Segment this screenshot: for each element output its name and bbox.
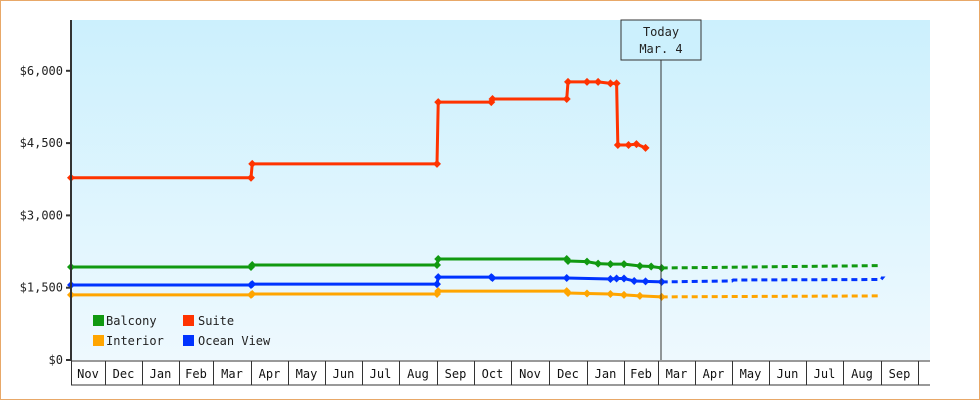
legend-swatch-suite bbox=[183, 315, 194, 326]
x-tick-label: Apr bbox=[259, 367, 281, 381]
data-point-marker[interactable] bbox=[606, 289, 615, 298]
x-tick-label: Mar bbox=[666, 367, 688, 381]
legend-label-suite: Suite bbox=[198, 314, 234, 328]
data-point-marker[interactable] bbox=[624, 141, 633, 150]
data-point-marker[interactable] bbox=[630, 276, 639, 285]
series-interior bbox=[67, 287, 882, 301]
x-tick-label: Dec bbox=[113, 367, 135, 381]
x-tick-label: Apr bbox=[703, 367, 725, 381]
x-tick-label: Jan bbox=[595, 367, 617, 381]
y-tick-label: $3,000 bbox=[20, 208, 63, 222]
data-point-marker[interactable] bbox=[613, 141, 622, 150]
data-point-marker[interactable] bbox=[248, 159, 257, 168]
forecast-line bbox=[661, 276, 886, 284]
today-annotation: Today Mar. 4 bbox=[620, 19, 702, 61]
x-tick-label: Jul bbox=[814, 367, 836, 381]
legend-label-balcony: Balcony bbox=[106, 314, 157, 328]
data-point-marker[interactable] bbox=[434, 98, 443, 107]
data-point-marker[interactable] bbox=[635, 262, 644, 271]
data-point-marker[interactable] bbox=[647, 262, 656, 271]
data-point-marker[interactable] bbox=[434, 287, 443, 296]
data-point-marker[interactable] bbox=[564, 77, 572, 86]
data-point-marker[interactable] bbox=[433, 261, 441, 270]
x-tick-label: May bbox=[740, 367, 762, 381]
series-balcony bbox=[67, 255, 882, 272]
data-point-marker[interactable] bbox=[248, 261, 257, 270]
data-point-marker[interactable] bbox=[434, 255, 443, 264]
legend-swatch-balcony bbox=[93, 315, 104, 326]
x-axis-months: Nov Dec Jan Feb Mar Apr May Jun Jul Aug Sep Oct Nov D… bbox=[71, 360, 930, 386]
x-tick-label: Nov bbox=[77, 367, 99, 381]
data-point-marker[interactable] bbox=[641, 277, 650, 286]
data-point-marker[interactable] bbox=[606, 79, 615, 88]
legend-label-ocean-view: Ocean View bbox=[198, 334, 271, 348]
series-layer bbox=[67, 77, 886, 301]
data-point-marker[interactable] bbox=[583, 257, 591, 266]
data-point-marker[interactable] bbox=[564, 256, 572, 265]
x-tick-label: Aug bbox=[407, 367, 429, 381]
series-suite bbox=[67, 77, 650, 182]
data-point-marker[interactable] bbox=[248, 289, 257, 298]
x-tick-label: May bbox=[296, 367, 318, 381]
data-point-marker[interactable] bbox=[620, 260, 628, 269]
today-date: Mar. 4 bbox=[639, 42, 682, 56]
data-point-marker[interactable] bbox=[434, 273, 443, 282]
x-tick-label: Sep bbox=[445, 367, 467, 381]
x-tick-label: Mar bbox=[221, 367, 243, 381]
forecast-line bbox=[661, 294, 882, 299]
y-tick-label: $1,500 bbox=[20, 281, 63, 295]
x-tick-label: Nov bbox=[519, 367, 541, 381]
data-point-marker[interactable] bbox=[488, 94, 497, 103]
data-point-marker[interactable] bbox=[433, 159, 441, 168]
data-point-marker[interactable] bbox=[583, 289, 591, 298]
data-point-marker[interactable] bbox=[247, 173, 255, 182]
data-point-marker[interactable] bbox=[488, 274, 497, 283]
data-point-marker[interactable] bbox=[562, 94, 571, 103]
y-tick-label: $0 bbox=[49, 353, 63, 367]
plot-area bbox=[72, 20, 930, 360]
x-tick-label: Jun bbox=[333, 367, 355, 381]
data-point-marker[interactable] bbox=[564, 289, 572, 298]
y-tick-label: $6,000 bbox=[20, 64, 63, 78]
y-axis-ticks: $0 $1,500 $3,000 $4,500 $6,000 bbox=[20, 64, 71, 367]
y-tick-label: $4,500 bbox=[20, 136, 63, 150]
legend-swatch-interior bbox=[93, 335, 104, 346]
data-point-marker[interactable] bbox=[562, 274, 571, 283]
data-point-marker[interactable] bbox=[248, 280, 257, 289]
data-point-marker[interactable] bbox=[594, 259, 603, 268]
x-tick-label: Sep bbox=[889, 367, 911, 381]
data-point-marker[interactable] bbox=[612, 274, 621, 283]
legend: Balcony Suite Interior Ocean View bbox=[93, 314, 271, 348]
x-tick-label: Dec bbox=[557, 367, 579, 381]
x-tick-label: Jul bbox=[370, 367, 392, 381]
forecast-line bbox=[661, 264, 882, 270]
legend-label-interior: Interior bbox=[106, 334, 164, 348]
series-ocean-view bbox=[67, 273, 886, 290]
x-tick-label: Jan bbox=[150, 367, 172, 381]
x-tick-label: Feb bbox=[185, 367, 207, 381]
data-point-marker[interactable] bbox=[612, 79, 621, 88]
data-point-marker[interactable] bbox=[433, 280, 441, 289]
today-label: Today bbox=[643, 25, 679, 39]
data-point-marker[interactable] bbox=[632, 140, 641, 149]
x-tick-label: Aug bbox=[851, 367, 873, 381]
data-point-marker[interactable] bbox=[594, 77, 603, 86]
data-point-marker[interactable] bbox=[620, 290, 628, 299]
data-point-marker[interactable] bbox=[606, 260, 615, 269]
x-tick-label: Feb bbox=[630, 367, 652, 381]
data-point-marker[interactable] bbox=[635, 291, 644, 300]
data-point-marker[interactable] bbox=[606, 275, 615, 284]
data-point-marker[interactable] bbox=[641, 143, 650, 152]
data-point-marker[interactable] bbox=[583, 77, 591, 86]
data-point-marker[interactable] bbox=[620, 274, 628, 283]
legend-swatch-ocean-view bbox=[183, 335, 194, 346]
x-tick-label: Jun bbox=[777, 367, 799, 381]
x-tick-label: Oct bbox=[482, 367, 504, 381]
